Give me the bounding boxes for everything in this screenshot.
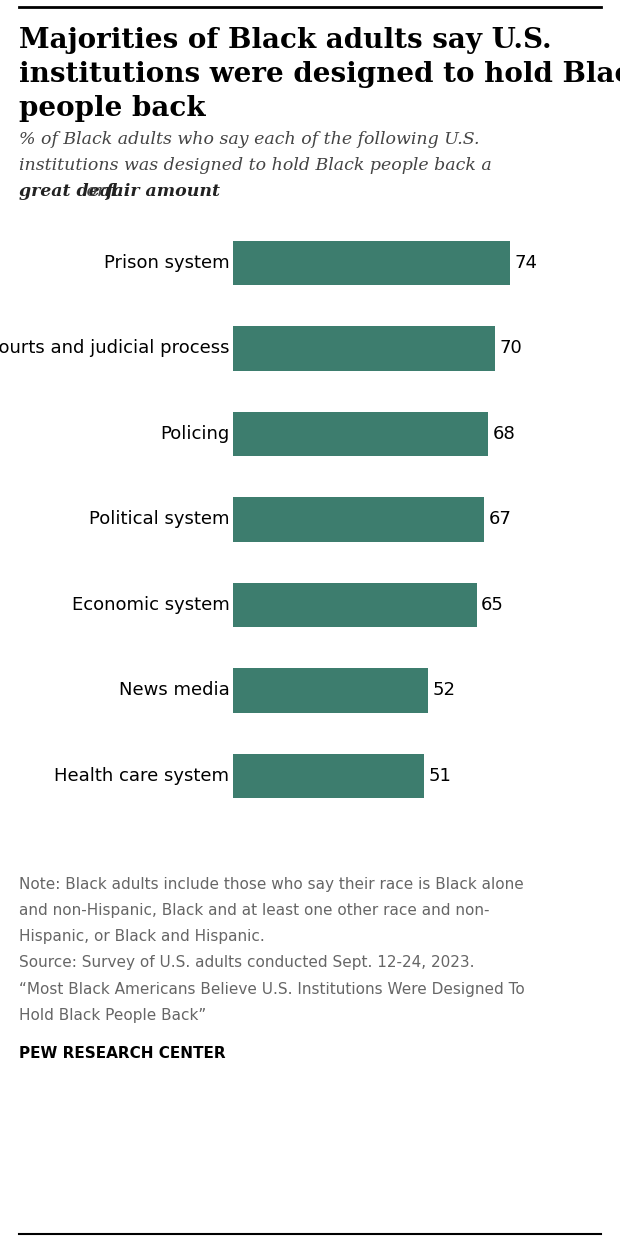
Bar <box>232 326 495 371</box>
Text: and non-Hispanic, Black and at least one other race and non-: and non-Hispanic, Black and at least one… <box>19 903 489 918</box>
Text: 67: 67 <box>489 510 511 529</box>
Text: Courts and judicial process: Courts and judicial process <box>0 340 229 357</box>
Text: % of Black adults who say each of the following U.S.: % of Black adults who say each of the fo… <box>19 131 479 148</box>
Text: or: or <box>81 183 110 200</box>
Text: people back: people back <box>19 95 205 122</box>
Text: Source: Survey of U.S. adults conducted Sept. 12-24, 2023.: Source: Survey of U.S. adults conducted … <box>19 955 474 970</box>
Text: Hold Black People Back”: Hold Black People Back” <box>19 1008 206 1023</box>
Text: Hispanic, or Black and Hispanic.: Hispanic, or Black and Hispanic. <box>19 929 264 944</box>
Text: Majorities of Black adults say U.S.: Majorities of Black adults say U.S. <box>19 27 551 55</box>
Text: 70: 70 <box>500 340 523 357</box>
Text: 74: 74 <box>515 254 538 271</box>
Text: Health care system: Health care system <box>55 768 229 785</box>
Text: Economic system: Economic system <box>72 596 229 613</box>
Text: News media: News media <box>119 682 229 699</box>
Text: Prison system: Prison system <box>104 254 229 271</box>
Text: great deal: great deal <box>19 183 117 200</box>
Bar <box>232 412 488 457</box>
Text: fair amount: fair amount <box>105 183 220 200</box>
Bar <box>232 498 484 541</box>
Text: 52: 52 <box>432 682 455 699</box>
Text: “Most Black Americans Believe U.S. Institutions Were Designed To: “Most Black Americans Believe U.S. Insti… <box>19 982 525 996</box>
Text: 65: 65 <box>481 596 504 613</box>
Bar <box>232 754 424 799</box>
Text: Policing: Policing <box>160 425 229 443</box>
Bar <box>232 668 428 713</box>
Text: Political system: Political system <box>89 510 229 529</box>
Text: 51: 51 <box>428 768 451 785</box>
Bar <box>232 240 510 285</box>
Text: institutions was designed to hold Black people back a: institutions was designed to hold Black … <box>19 157 491 174</box>
Text: PEW RESEARCH CENTER: PEW RESEARCH CENTER <box>19 1046 225 1061</box>
Text: Note: Black adults include those who say their race is Black alone: Note: Black adults include those who say… <box>19 877 523 892</box>
Text: 68: 68 <box>492 425 515 443</box>
Text: institutions were designed to hold Black: institutions were designed to hold Black <box>19 61 620 88</box>
Bar <box>232 582 477 627</box>
